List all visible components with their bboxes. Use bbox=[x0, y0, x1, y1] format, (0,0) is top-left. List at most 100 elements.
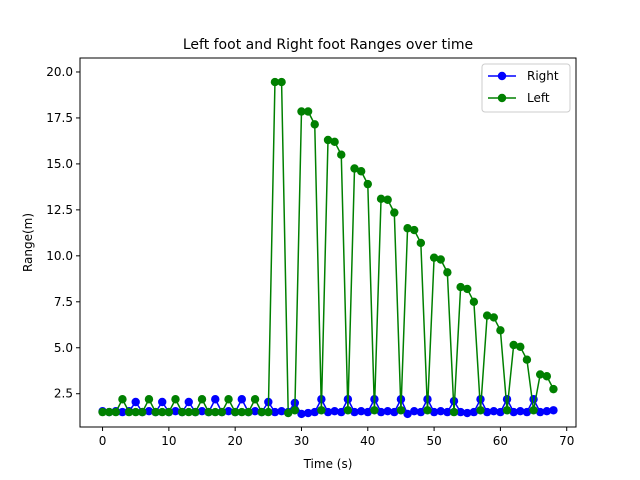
data-point-left bbox=[204, 407, 213, 417]
data-point-left bbox=[184, 407, 193, 417]
legend-label-right: Right bbox=[527, 69, 559, 83]
data-point-left bbox=[191, 407, 200, 417]
data-point-left bbox=[264, 407, 273, 417]
data-point-left bbox=[317, 406, 326, 415]
data-point-right bbox=[522, 407, 532, 417]
data-point-left bbox=[436, 255, 445, 264]
data-point-left bbox=[376, 194, 386, 204]
data-point-right bbox=[443, 407, 452, 417]
data-point-left bbox=[370, 406, 379, 415]
data-point-left bbox=[489, 313, 498, 322]
data-point-right bbox=[277, 406, 286, 416]
y-tick-label: 7.5 bbox=[54, 295, 73, 309]
data-point-left bbox=[104, 407, 114, 417]
data-point-left bbox=[144, 395, 154, 404]
data-point-left bbox=[310, 120, 319, 129]
data-point-left bbox=[482, 311, 492, 320]
data-point-left bbox=[164, 407, 174, 417]
data-point-right bbox=[376, 407, 386, 417]
legend-marker-right bbox=[497, 71, 507, 81]
data-point-right bbox=[549, 406, 558, 415]
data-point-left bbox=[443, 268, 452, 277]
data-point-left bbox=[403, 224, 412, 233]
data-point-left bbox=[118, 395, 127, 404]
data-point-left bbox=[284, 408, 293, 418]
series-line-left bbox=[102, 81, 555, 414]
y-tick-label: 10.0 bbox=[46, 249, 73, 263]
data-point-left bbox=[217, 407, 227, 417]
y-tick-label: 5.0 bbox=[54, 341, 73, 355]
data-point-left bbox=[177, 407, 187, 417]
x-axis: 0 10 20 30 40 50 60 70 bbox=[99, 427, 574, 448]
data-point-right bbox=[297, 409, 306, 419]
data-point-left bbox=[410, 225, 419, 235]
data-point-left bbox=[151, 407, 160, 417]
data-point-left bbox=[396, 406, 406, 415]
data-point-right bbox=[535, 407, 545, 417]
axes-frame bbox=[79, 57, 577, 428]
data-point-left bbox=[456, 282, 465, 292]
data-point-right bbox=[482, 407, 492, 417]
data-point-left bbox=[211, 407, 220, 417]
legend-label-left: Left bbox=[527, 91, 550, 105]
chart-title: Left foot and Right foot Ranges over tim… bbox=[183, 37, 473, 53]
data-point-right bbox=[496, 407, 505, 417]
data-point-right bbox=[489, 406, 498, 416]
data-point-left bbox=[197, 395, 207, 404]
data-point-right bbox=[356, 406, 366, 416]
data-point-left bbox=[244, 407, 253, 417]
y-tick-label: 2.5 bbox=[54, 387, 73, 401]
data-point-left bbox=[496, 326, 505, 335]
data-point-left bbox=[323, 135, 333, 145]
data-point-right bbox=[158, 397, 167, 407]
data-point-left bbox=[350, 164, 359, 173]
data-point-left bbox=[290, 406, 300, 415]
data-point-right bbox=[310, 407, 319, 417]
series-left bbox=[98, 77, 558, 418]
data-point-left bbox=[250, 395, 260, 404]
data-point-left bbox=[429, 253, 439, 262]
data-point-left bbox=[124, 407, 134, 417]
data-point-left bbox=[237, 407, 246, 417]
data-point-right bbox=[542, 406, 552, 416]
data-point-right bbox=[469, 407, 479, 417]
data-point-left bbox=[257, 407, 266, 417]
data-point-left bbox=[224, 395, 233, 404]
data-point-left bbox=[303, 107, 313, 116]
data-point-right bbox=[429, 407, 439, 417]
y-axis: 2.5 5.0 7.5 10.0 12.5 15.0 17.5 20.0 bbox=[46, 65, 80, 401]
data-point-left bbox=[171, 395, 180, 404]
data-point-left bbox=[270, 77, 280, 87]
data-point-left bbox=[363, 179, 372, 189]
data-point-right bbox=[323, 407, 333, 417]
x-axis-label: Time (s) bbox=[303, 457, 353, 471]
data-point-right bbox=[410, 406, 419, 416]
x-tick-label: 70 bbox=[559, 434, 574, 448]
data-point-left bbox=[529, 406, 538, 415]
data-point-right bbox=[197, 406, 207, 416]
legend-item-left: Left bbox=[488, 91, 550, 105]
x-tick-label: 30 bbox=[294, 434, 309, 448]
data-point-left bbox=[502, 406, 512, 415]
data-point-right bbox=[270, 407, 280, 417]
legend: Right Left bbox=[481, 63, 571, 113]
data-point-left bbox=[111, 407, 121, 417]
data-point-right bbox=[403, 409, 412, 419]
data-point-right bbox=[350, 407, 359, 417]
data-point-left bbox=[476, 406, 485, 415]
data-point-right bbox=[237, 395, 246, 404]
x-tick-label: 50 bbox=[426, 434, 441, 448]
y-tick-label: 20.0 bbox=[46, 65, 73, 79]
data-point-left bbox=[297, 107, 306, 116]
data-point-left bbox=[330, 137, 339, 147]
y-tick-label: 17.5 bbox=[46, 111, 73, 125]
x-tick-label: 60 bbox=[493, 434, 508, 448]
data-point-left bbox=[423, 406, 432, 415]
data-point-left bbox=[383, 195, 392, 204]
data-point-right bbox=[509, 407, 518, 417]
legend-marker-left bbox=[497, 93, 507, 103]
y-axis-label: Range(m) bbox=[21, 213, 35, 272]
data-point-right bbox=[184, 397, 193, 407]
data-point-right bbox=[416, 407, 426, 417]
